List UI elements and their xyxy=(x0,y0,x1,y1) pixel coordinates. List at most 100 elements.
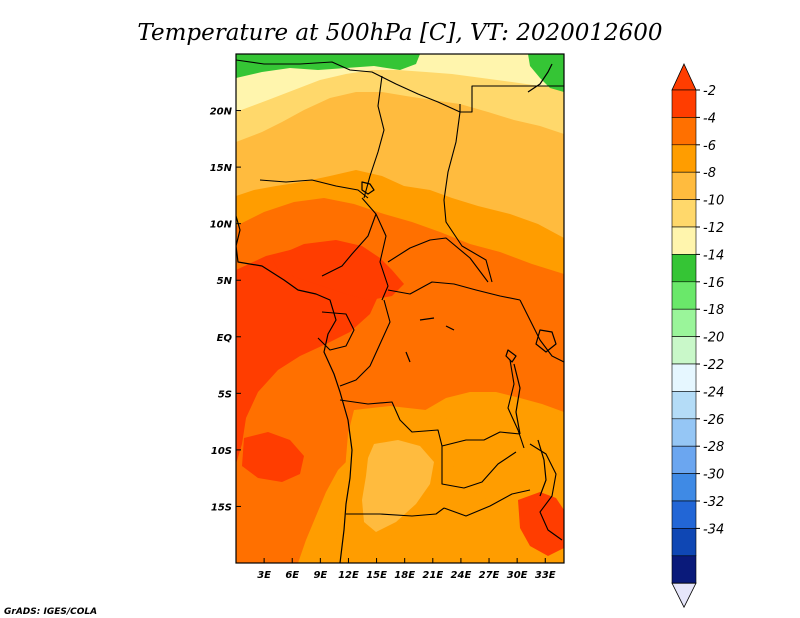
map-frame xyxy=(235,53,565,564)
border-cameroon-car xyxy=(375,213,389,301)
colorbar-label: -26 xyxy=(703,413,724,428)
temperature-field xyxy=(236,54,564,563)
border-car-sudan xyxy=(387,237,489,283)
colorbar: -2 -4 -6 -8 -10 -12 -14 -16 -18 -20 -22 -24 -26 -28 -3… xyxy=(671,63,724,609)
lon-tick-label: 9E xyxy=(313,570,327,581)
colorbar-label: -34 xyxy=(703,522,724,537)
field-band-minus6-southeast xyxy=(460,430,556,502)
border-niger-chad xyxy=(363,75,385,199)
lake-zone-east xyxy=(505,349,517,363)
axis-ticks: 3E 6E 9E 12E 15E 18E 21E 24E 27E 30E 33E 20N 15N 10N 5… xyxy=(210,107,556,581)
lake-congo-stroke-2 xyxy=(405,351,411,363)
colorbar-swatch xyxy=(671,254,697,283)
lon-tick-label: 30E xyxy=(507,570,528,581)
colorbar-swatch xyxy=(671,308,697,337)
lon-tick-label: 18E xyxy=(394,570,415,581)
field-band-minus2-southwest xyxy=(242,432,304,482)
colorbar-swatch xyxy=(671,117,697,146)
border-drc-zambia xyxy=(441,431,521,447)
colorbar-swatch xyxy=(671,171,697,200)
northeast-coast xyxy=(527,63,553,93)
colorbar-label: -24 xyxy=(703,385,724,400)
field-band-minus2-west xyxy=(236,248,380,464)
lake-victoria xyxy=(535,329,557,353)
colorbar-label: -18 xyxy=(703,303,724,318)
colorbar-swatch xyxy=(671,199,697,228)
colorbar-label: -10 xyxy=(703,194,724,209)
colorbar-label: -28 xyxy=(703,440,724,455)
colorbar-label: -30 xyxy=(703,468,724,483)
field-band-minus14-north xyxy=(236,54,420,78)
credit-text: GrADS: IGES/COLA xyxy=(4,607,97,617)
colorbar-label: -14 xyxy=(703,248,724,263)
lon-tick-label: 33E xyxy=(535,570,556,581)
colorbar-swatch xyxy=(671,281,697,310)
colorbar-swatch xyxy=(671,418,697,447)
lon-tick-label: 3E xyxy=(257,570,271,581)
lake-kainji-stroke xyxy=(419,317,435,321)
border-great-lakes xyxy=(507,359,525,449)
lon-tick-label: 27E xyxy=(479,570,500,581)
coastline xyxy=(236,63,557,563)
lon-tick-label: 15E xyxy=(366,570,387,581)
colorbar-swatch xyxy=(671,336,697,365)
lat-tick-label: EQ xyxy=(217,333,233,344)
border-congo-drc xyxy=(339,299,391,387)
plot-title: Temperature at 500hPa [C], VT: 202001260… xyxy=(137,20,662,46)
political-borders xyxy=(236,59,564,541)
colorbar-swatch xyxy=(671,226,697,255)
field-band-minus2-northcentral xyxy=(272,240,404,300)
colorbar-label: -2 xyxy=(703,84,716,99)
colorbar-label: -32 xyxy=(703,495,724,510)
colorbar-swatch xyxy=(671,144,697,173)
border-car-drc xyxy=(387,281,521,301)
lat-tick-label: 15S xyxy=(211,502,232,513)
map-panel: 3E 6E 9E 12E 15E 18E 21E 24E 27E 30E 33E 20N 15N 10N 5… xyxy=(210,53,565,581)
border-nigeria-north xyxy=(259,179,369,199)
colorbar-swatch xyxy=(671,528,697,557)
colorbar-label: -6 xyxy=(703,139,716,154)
border-angola-zambia xyxy=(441,446,517,489)
lat-tick-label: 5S xyxy=(218,389,232,400)
lon-tick-label: 24E xyxy=(451,570,472,581)
border-nigeria-cameroon xyxy=(321,197,377,277)
lake-congo-stroke-1 xyxy=(445,325,455,331)
colorbar-swatch xyxy=(671,89,697,118)
west-africa-coast xyxy=(236,215,353,563)
colorbar-swatch xyxy=(671,500,697,529)
colorbar-label: -20 xyxy=(703,331,724,346)
border-chad-sudan xyxy=(443,111,493,283)
border-gabon xyxy=(317,311,355,351)
colorbar-swatch-bottom xyxy=(671,555,697,584)
field-band-minus2-southeast xyxy=(518,492,564,556)
lake-tanganyika xyxy=(513,363,521,435)
border-east-africa xyxy=(519,299,564,363)
colorbar-swatch xyxy=(671,473,697,502)
lat-tick-label: 5N xyxy=(217,276,233,287)
colorbar-label: -16 xyxy=(703,276,724,291)
colorbar-swatch xyxy=(671,363,697,392)
field-band-minus14-northeast xyxy=(528,54,564,92)
colorbar-label: -22 xyxy=(703,358,724,373)
border-libya-sudan xyxy=(459,85,564,113)
lake-malawi xyxy=(537,439,547,497)
lat-tick-label: 10S xyxy=(211,446,232,457)
border-zambia-zimbabwe xyxy=(443,489,531,517)
border-drc-angola xyxy=(339,399,443,447)
colorbar-swatch xyxy=(671,391,697,420)
colorbar-label: -4 xyxy=(703,111,716,126)
lon-tick-label: 6E xyxy=(285,570,299,581)
border-angola-namibia xyxy=(346,507,445,517)
lat-tick-label: 15N xyxy=(210,163,233,174)
colorbar-upper-arrow xyxy=(671,63,697,91)
colorbar-lower-arrow xyxy=(671,582,697,609)
border-algeria-niger xyxy=(236,59,461,113)
lat-tick-label: 20N xyxy=(210,107,233,118)
lat-tick-label: 10N xyxy=(210,220,233,231)
border-mozambique xyxy=(529,443,563,541)
field-band-minus8-south-center xyxy=(362,440,434,532)
lon-tick-label: 21E xyxy=(422,570,443,581)
colorbar-label: -12 xyxy=(703,221,724,236)
colorbar-label: -8 xyxy=(703,166,716,181)
lon-tick-label: 12E xyxy=(338,570,359,581)
